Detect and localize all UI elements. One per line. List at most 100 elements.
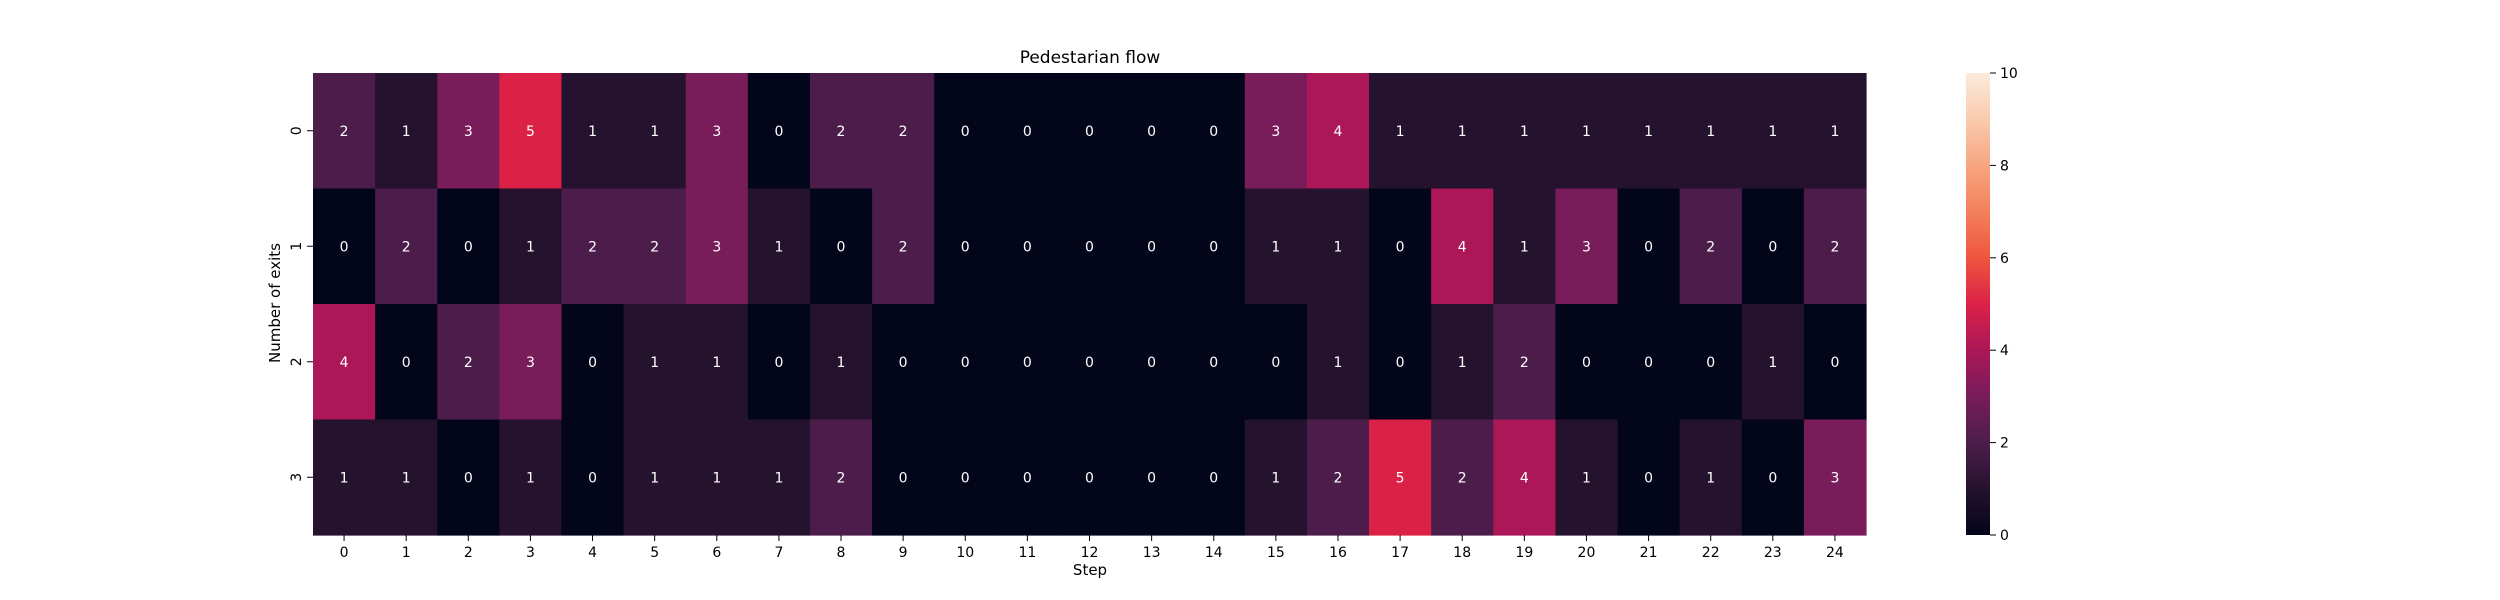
heatmap-cell-label: 0 xyxy=(899,355,908,371)
heatmap-cell-label: 1 xyxy=(1768,355,1777,371)
heatmap-cell-label: 1 xyxy=(774,239,783,255)
heatmap-cell-label: 0 xyxy=(1023,239,1032,255)
heatmap-cell-label: 1 xyxy=(837,355,846,371)
colorbar-tick-label: 10 xyxy=(2000,66,2018,82)
x-tick-label: 6 xyxy=(712,545,721,561)
heatmap-cell-label: 1 xyxy=(650,355,659,371)
heatmap-cell-label: 2 xyxy=(837,470,846,486)
heatmap-cell-label: 1 xyxy=(526,470,535,486)
heatmap-cell-label: 3 xyxy=(464,124,473,140)
heatmap-cell-label: 0 xyxy=(1147,355,1156,371)
heatmap-cell-label: 2 xyxy=(650,239,659,255)
heatmap-cell-label: 1 xyxy=(1706,124,1715,140)
x-tick-label: 2 xyxy=(464,545,473,561)
heatmap-cell-label: 3 xyxy=(712,239,721,255)
heatmap-cell-label: 1 xyxy=(402,470,411,486)
heatmap-cell-label: 3 xyxy=(1582,239,1591,255)
heatmap-cell-label: 0 xyxy=(899,470,908,486)
x-tick-label: 13 xyxy=(1143,545,1161,561)
x-tick-label: 4 xyxy=(588,545,597,561)
heatmap-cell-label: 0 xyxy=(1209,470,1218,486)
heatmap-cell-label: 1 xyxy=(1706,470,1715,486)
heatmap-cell-label: 2 xyxy=(899,239,908,255)
heatmap-cell-label: 1 xyxy=(1334,355,1343,371)
y-tick-label: 0 xyxy=(289,126,305,135)
heatmap-cell-label: 0 xyxy=(588,470,597,486)
heatmap-cell-label: 0 xyxy=(1582,355,1591,371)
heatmap-cell-label: 0 xyxy=(774,124,783,140)
heatmap-cell-label: 0 xyxy=(1768,239,1777,255)
heatmap-cell-label: 1 xyxy=(650,124,659,140)
x-tick-label: 20 xyxy=(1578,545,1596,561)
heatmap-cell-label: 4 xyxy=(1520,470,1529,486)
heatmap-cell-label: 0 xyxy=(1023,470,1032,486)
heatmap-cell-label: 1 xyxy=(526,239,535,255)
heatmap-cell-label: 0 xyxy=(1147,239,1156,255)
heatmap-cell-label: 1 xyxy=(712,470,721,486)
heatmap-cells xyxy=(313,73,1867,536)
heatmap-cell-label: 0 xyxy=(1706,355,1715,371)
x-tick-label: 10 xyxy=(956,545,974,561)
heatmap-cell-label: 2 xyxy=(402,239,411,255)
heatmap-cell-label: 1 xyxy=(1644,124,1653,140)
heatmap-cell-label: 1 xyxy=(1830,124,1839,140)
heatmap-cell-label: 1 xyxy=(1520,239,1529,255)
x-tick-label: 0 xyxy=(340,545,349,561)
heatmap-cell-label: 1 xyxy=(1768,124,1777,140)
x-tick-label: 18 xyxy=(1453,545,1471,561)
heatmap-cell-label: 0 xyxy=(961,355,970,371)
heatmap-cell-label: 0 xyxy=(1396,239,1405,255)
heatmap-cell-label: 3 xyxy=(1271,124,1280,140)
heatmap-cell-label: 0 xyxy=(1023,124,1032,140)
heatmap-cell-label: 2 xyxy=(588,239,597,255)
heatmap-cell-label: 0 xyxy=(402,355,411,371)
heatmap-cell-label: 1 xyxy=(1271,239,1280,255)
heatmap-cell-label: 2 xyxy=(340,124,349,140)
heatmap-cell-label: 2 xyxy=(1334,470,1343,486)
heatmap-cell-label: 0 xyxy=(1271,355,1280,371)
x-tick-label: 14 xyxy=(1205,545,1223,561)
heatmap-cell-label: 2 xyxy=(837,124,846,140)
x-tick-label: 19 xyxy=(1515,545,1533,561)
colorbar-tick-label: 2 xyxy=(2000,436,2009,452)
heatmap-cell-label: 0 xyxy=(1147,470,1156,486)
colorbar xyxy=(1966,73,1990,535)
heatmap-cell-label: 0 xyxy=(1085,239,1094,255)
x-tick-label: 16 xyxy=(1329,545,1347,561)
heatmap-cell-label: 1 xyxy=(1520,124,1529,140)
x-tick-label: 24 xyxy=(1826,545,1844,561)
heatmap-cell-label: 0 xyxy=(1396,355,1405,371)
x-tick-label: 12 xyxy=(1081,545,1099,561)
x-tick-label: 7 xyxy=(774,545,783,561)
chart-title: Pedestarian flow xyxy=(1020,48,1161,68)
x-tick-label: 11 xyxy=(1018,545,1036,561)
heatmap-cell-label: 1 xyxy=(588,124,597,140)
y-axis: 0 1 2 3 xyxy=(289,126,313,481)
heatmap-cell-label: 2 xyxy=(1706,239,1715,255)
heatmap-cell-label: 1 xyxy=(340,470,349,486)
heatmap-cell-label: 1 xyxy=(1458,355,1467,371)
x-tick-label: 8 xyxy=(837,545,846,561)
heatmap-cell-label: 2 xyxy=(1830,239,1839,255)
heatmap-cell-label: 1 xyxy=(774,470,783,486)
x-tick-label: 15 xyxy=(1267,545,1285,561)
heatmap-cell-label: 0 xyxy=(1085,355,1094,371)
x-tick-label: 5 xyxy=(650,545,659,561)
y-tick-label: 2 xyxy=(289,357,305,366)
heatmap-cell-label: 3 xyxy=(1830,470,1839,486)
heatmap-cell-label: 0 xyxy=(1644,355,1653,371)
heatmap-cell-label: 1 xyxy=(1396,124,1405,140)
x-tick-label: 9 xyxy=(899,545,908,561)
x-axis: 0 1 2 3 4 5 6 7 8 9 10 11 12 13 14 15 16 17 18 19 20 21 22 23 24 xyxy=(340,535,1844,561)
x-tick-label: 21 xyxy=(1640,545,1658,561)
y-tick-label: 3 xyxy=(289,473,305,482)
heatmap-cell-label: 0 xyxy=(1085,124,1094,140)
heatmap-cell-label: 0 xyxy=(1085,470,1094,486)
heatmap-cell-label: 0 xyxy=(1644,239,1653,255)
x-tick-label: 22 xyxy=(1702,545,1720,561)
x-tick-label: 23 xyxy=(1764,545,1782,561)
colorbar-tick-label: 6 xyxy=(2000,251,2009,267)
y-tick-label: 1 xyxy=(289,242,305,251)
heatmap-cell-label: 0 xyxy=(1209,355,1218,371)
